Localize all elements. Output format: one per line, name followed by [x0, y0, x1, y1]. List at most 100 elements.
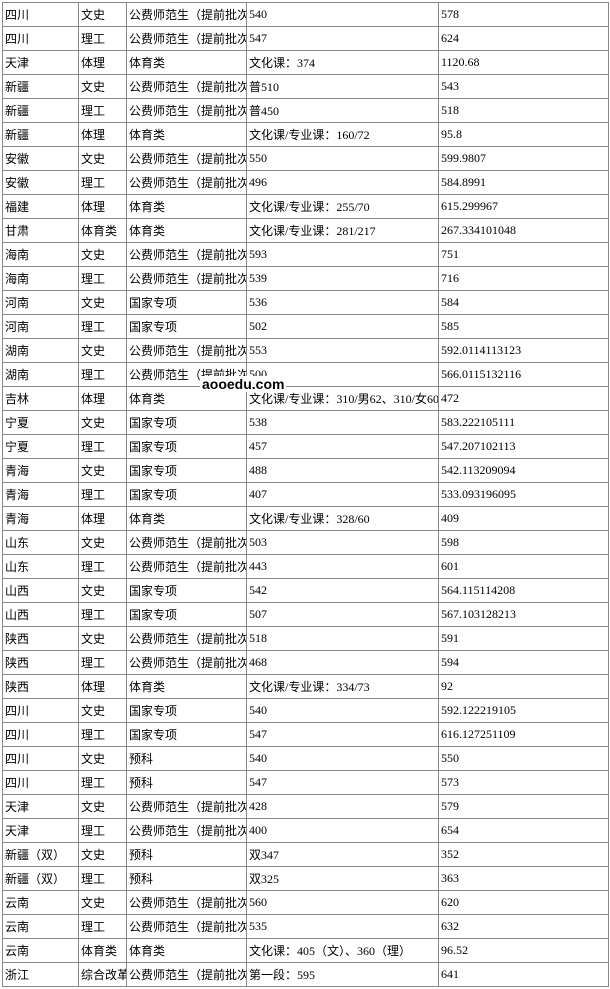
table-cell: 92: [439, 675, 609, 699]
table-cell: 理工: [79, 435, 127, 459]
table-cell: 新疆: [3, 99, 79, 123]
table-cell: 理工: [79, 363, 127, 387]
table-cell: 352: [439, 843, 609, 867]
table-cell: 体育类: [127, 939, 247, 963]
table-cell: 363: [439, 867, 609, 891]
table-cell: 547: [247, 723, 439, 747]
table-cell: 文史: [79, 699, 127, 723]
table-cell: 620: [439, 891, 609, 915]
table-row: 新疆体理体育类文化课/专业课：160/7295.8: [3, 123, 609, 147]
table-cell: 533.093196095: [439, 483, 609, 507]
table-cell: 体育类: [127, 675, 247, 699]
table-row: 河南文史国家专项536584: [3, 291, 609, 315]
table-row: 四川理工国家专项547616.127251109: [3, 723, 609, 747]
table-cell: 518: [247, 627, 439, 651]
table-cell: 河南: [3, 291, 79, 315]
table-cell: 560: [247, 891, 439, 915]
table-cell: 468: [247, 651, 439, 675]
table-cell: 公费师范生（提前批次）: [127, 147, 247, 171]
table-cell: 文史: [79, 459, 127, 483]
table-cell: 文史: [79, 291, 127, 315]
table-cell: 宁夏: [3, 435, 79, 459]
table-cell: 理工: [79, 483, 127, 507]
table-cell: 体理: [79, 675, 127, 699]
table-row: 青海理工国家专项407533.093196095: [3, 483, 609, 507]
table-cell: 山东: [3, 555, 79, 579]
table-cell: 甘肃: [3, 219, 79, 243]
table-cell: 文化课/专业课：328/60: [247, 507, 439, 531]
table-cell: 国家专项: [127, 603, 247, 627]
table-cell: 文史: [79, 795, 127, 819]
table-cell: 624: [439, 27, 609, 51]
table-row: 陕西文史公费师范生（提前批次）518591: [3, 627, 609, 651]
table-cell: 海南: [3, 243, 79, 267]
table-cell: 502: [247, 315, 439, 339]
table-cell: 488: [247, 459, 439, 483]
table-cell: 文化课：405（文）、360（理）: [247, 939, 439, 963]
table-cell: 体育类: [127, 195, 247, 219]
table-row: 青海文史国家专项488542.113209094: [3, 459, 609, 483]
table-cell: 751: [439, 243, 609, 267]
table-cell: 公费师范生（提前批次）: [127, 531, 247, 555]
table-cell: 文史: [79, 75, 127, 99]
table-cell: 535: [247, 915, 439, 939]
table-cell: 542: [247, 579, 439, 603]
table-cell: 体育类: [127, 51, 247, 75]
table-row: 山西理工国家专项507567.103128213: [3, 603, 609, 627]
table-cell: 理工: [79, 555, 127, 579]
table-row: 天津文史公费师范生（提前批次）428579: [3, 795, 609, 819]
watermark-text: aooedu.com: [200, 376, 286, 392]
table-cell: 公费师范生（提前批次）: [127, 795, 247, 819]
table-cell: 国家专项: [127, 411, 247, 435]
table-cell: 体育类: [127, 507, 247, 531]
table-cell: 理工: [79, 915, 127, 939]
table-cell: 539: [247, 267, 439, 291]
table-cell: 443: [247, 555, 439, 579]
table-cell: 四川: [3, 699, 79, 723]
table-cell: 体理: [79, 123, 127, 147]
admission-score-table: 四川文史公费师范生（提前批次）540578四川理工公费师范生（提前批次）5476…: [2, 2, 609, 987]
table-cell: 文化课/专业课：255/70: [247, 195, 439, 219]
table-cell: 95.8: [439, 123, 609, 147]
table-cell: 538: [247, 411, 439, 435]
table-row: 安徽文史公费师范生（提前批次）550599.9807: [3, 147, 609, 171]
table-cell: 599.9807: [439, 147, 609, 171]
table-cell: 文史: [79, 747, 127, 771]
table-cell: 山西: [3, 579, 79, 603]
table-row: 甘肃体育类体育类文化课/专业课：281/217267.334101048: [3, 219, 609, 243]
table-cell: 文史: [79, 579, 127, 603]
table-cell: 天津: [3, 51, 79, 75]
table-cell: 503: [247, 531, 439, 555]
table-cell: 文史: [79, 843, 127, 867]
table-cell: 公费师范生（提前批次）: [127, 3, 247, 27]
table-cell: 体育类: [127, 219, 247, 243]
table-row: 新疆文史公费师范生（提前批次）普510543: [3, 75, 609, 99]
table-cell: 616.127251109: [439, 723, 609, 747]
table-cell: 四川: [3, 27, 79, 51]
table-cell: 陕西: [3, 675, 79, 699]
table-cell: 716: [439, 267, 609, 291]
table-cell: 公费师范生（提前批次）: [127, 171, 247, 195]
table-cell: 山西: [3, 603, 79, 627]
table-cell: 584: [439, 291, 609, 315]
table-cell: 550: [247, 147, 439, 171]
table-cell: 理工: [79, 99, 127, 123]
table-cell: 体理: [79, 195, 127, 219]
table-cell: 文史: [79, 411, 127, 435]
table-cell: 592.122219105: [439, 699, 609, 723]
table-cell: 601: [439, 555, 609, 579]
table-cell: 理工: [79, 723, 127, 747]
table-cell: 体育类: [79, 219, 127, 243]
table-cell: 公费师范生（提前批次）: [127, 267, 247, 291]
table-cell: 585: [439, 315, 609, 339]
table-cell: 新疆（双）: [3, 867, 79, 891]
table-cell: 公费师范生（提前批次）: [127, 27, 247, 51]
table-cell: 新疆: [3, 75, 79, 99]
table-row: 四川文史预科540550: [3, 747, 609, 771]
table-cell: 267.334101048: [439, 219, 609, 243]
table-cell: 安徽: [3, 171, 79, 195]
table-cell: 654: [439, 819, 609, 843]
table-cell: 预科: [127, 867, 247, 891]
table-cell: 579: [439, 795, 609, 819]
table-cell: 公费师范生（提前批次）: [127, 915, 247, 939]
